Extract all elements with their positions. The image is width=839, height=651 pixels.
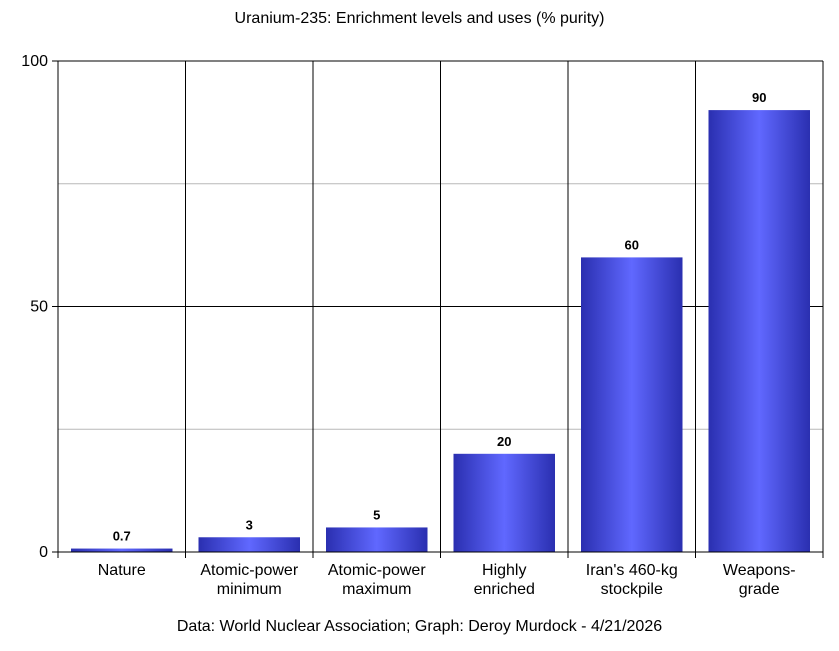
category-label-line: enriched	[474, 581, 535, 598]
chart-footer: Data: World Nuclear Association; Graph: …	[176, 618, 663, 635]
category-label: Highly enriched	[474, 562, 535, 598]
category-label-line: stockpile	[601, 581, 663, 598]
y-tick-label: 50	[30, 299, 48, 316]
bar	[581, 257, 683, 552]
category-label: Weapons-grade	[723, 562, 796, 598]
bar	[326, 527, 428, 552]
y-tick-label: 100	[21, 53, 48, 70]
chart-title: Uranium-235: Enrichment levels and uses …	[234, 10, 605, 27]
category-label: Atomic-power minimum	[200, 562, 298, 598]
category-label-line: minimum	[217, 581, 282, 598]
category-label-line: Weapons-	[723, 562, 796, 579]
data-label: 60	[625, 237, 639, 252]
category-label-line: grade	[739, 581, 780, 598]
bar	[71, 548, 173, 552]
data-label: 90	[752, 90, 766, 105]
category-label-line: Atomic-power	[328, 562, 426, 579]
data-label: 0.7	[113, 529, 131, 544]
category-label: Atomic-power maximum	[328, 562, 426, 598]
category-label: Iran's 460-kg stockpile	[586, 562, 678, 598]
category-label-line: Highly	[482, 562, 526, 579]
labels-layer: 0.7 3 5 20 60 90 0 50 100 Nature Atomic-power minim…	[21, 53, 795, 598]
category-label-line: Iran's 460-kg	[586, 562, 678, 579]
data-label: 5	[373, 507, 380, 522]
bar	[708, 110, 810, 552]
data-label: 3	[246, 517, 253, 532]
y-tick-label: 0	[39, 544, 48, 561]
axis-layer	[52, 60, 824, 558]
bar	[453, 453, 555, 552]
category-label-line: Nature	[98, 562, 146, 579]
category-label-line: maximum	[342, 581, 411, 598]
bars-layer	[71, 110, 810, 552]
data-label: 20	[497, 434, 511, 449]
category-label-line: Atomic-power	[200, 562, 298, 579]
grid-layer	[58, 60, 823, 552]
category-label: Nature	[98, 562, 146, 579]
bar	[198, 537, 300, 552]
